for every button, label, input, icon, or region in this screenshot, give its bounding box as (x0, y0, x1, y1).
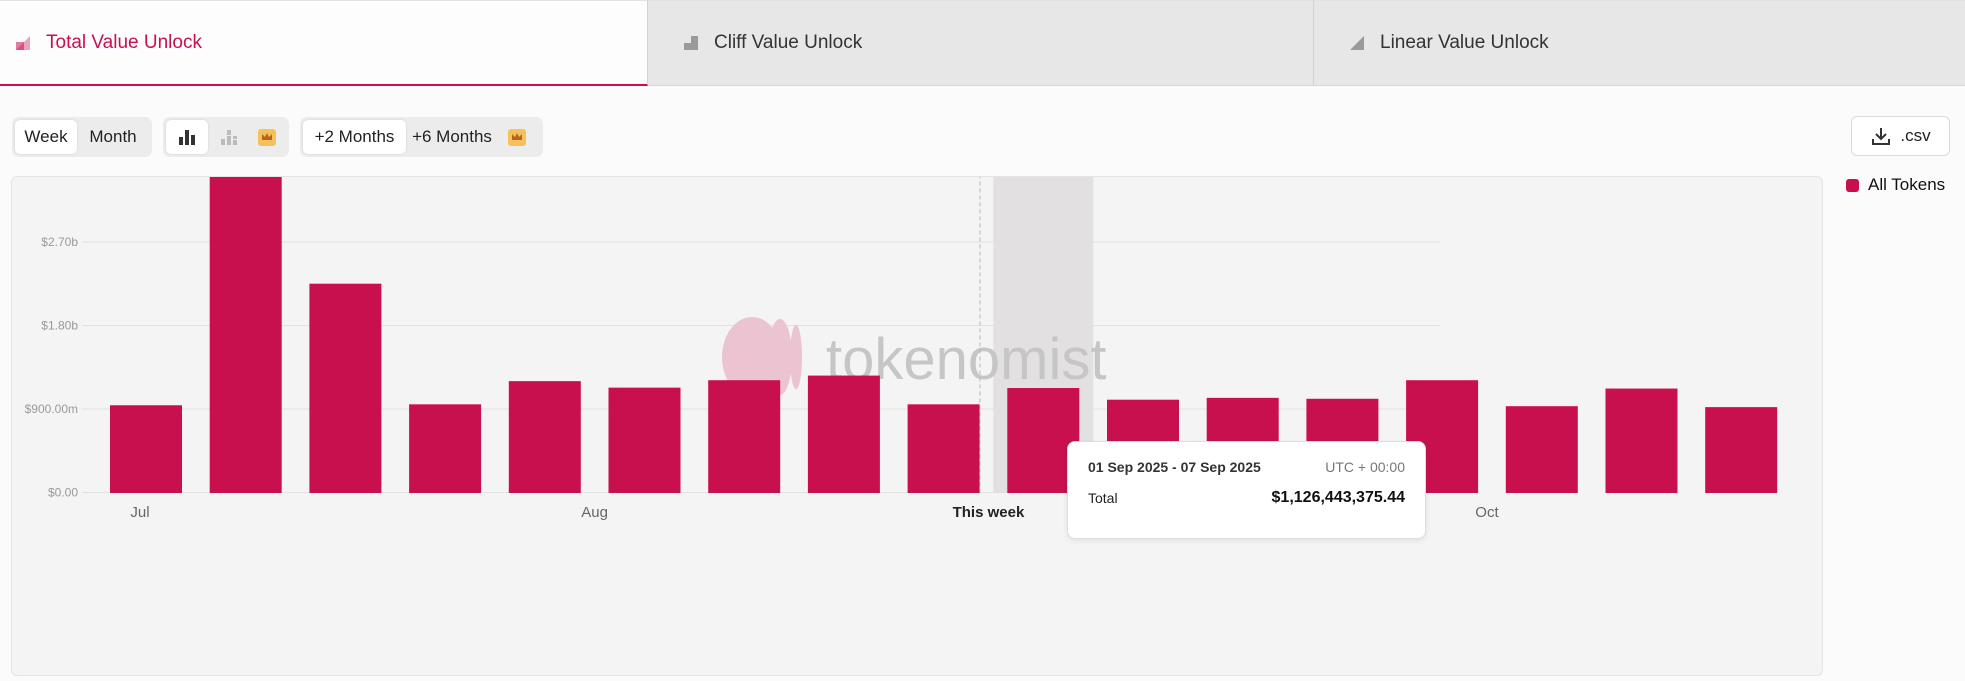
y-tick-label: $2.70b (41, 235, 78, 249)
tab-label: Total Value Unlock (46, 31, 202, 53)
bar-chart-icon (179, 130, 195, 145)
x-tick-label: Jul (130, 504, 149, 521)
unlock-chart: tokenomist $0.00$900.00m$1.80b$2.70b$3.6… (11, 176, 1823, 676)
y-tick-label: $0.00 (48, 486, 78, 500)
plus-6-months-button[interactable]: +6 Months (412, 127, 492, 146)
linear-unlock-icon (1348, 34, 1366, 52)
bar[interactable] (110, 405, 182, 493)
tooltip-date-range: 01 Sep 2025 - 07 Sep 2025 (1088, 459, 1261, 475)
bar[interactable] (708, 380, 781, 493)
bar-chart-button[interactable] (166, 120, 208, 154)
tooltip-value: $1,126,443,375.44 (1271, 489, 1405, 506)
x-tick-label: Oct (1475, 504, 1499, 521)
csv-label: .csv (1900, 126, 1931, 145)
legend-label: All Tokens (1868, 175, 1946, 194)
x-tick-label: This week (953, 504, 1025, 521)
bar[interactable] (807, 375, 880, 493)
tab-bar: Total Value Unlock Cliff Value Unlock Li… (0, 0, 1965, 86)
stacked-chart-icon (221, 130, 237, 145)
y-tick-label: $1.80b (41, 318, 78, 332)
tab-cliff-value-unlock[interactable]: Cliff Value Unlock (648, 0, 1314, 86)
y-tick-label: $900.00m (25, 402, 78, 416)
crown-icon (508, 128, 526, 146)
bar[interactable] (907, 404, 980, 493)
bar[interactable] (608, 387, 681, 493)
week-button[interactable]: Week (15, 120, 77, 154)
granularity-toggle: Week Month (12, 117, 152, 157)
bar[interactable] (1505, 406, 1578, 493)
total-unlock-icon (14, 34, 32, 52)
bar[interactable] (309, 283, 382, 493)
chart-canvas: tokenomist $0.00$900.00m$1.80b$2.70b$3.6… (25, 177, 1778, 521)
bar[interactable] (209, 177, 282, 493)
tab-label: Cliff Value Unlock (714, 32, 863, 53)
tab-total-value-unlock[interactable]: Total Value Unlock (0, 0, 648, 86)
range-toggle: +2 Months +6 Months (300, 117, 543, 157)
crown-icon (258, 128, 276, 146)
plus-2-months-button[interactable]: +2 Months (303, 120, 406, 154)
legend-swatch (1846, 178, 1859, 192)
x-tick-label: Aug (581, 504, 608, 521)
bar[interactable] (1605, 388, 1678, 493)
chart-style-toggle (163, 117, 289, 157)
bar[interactable] (1705, 407, 1778, 493)
bar[interactable] (508, 381, 581, 493)
tab-linear-value-unlock[interactable]: Linear Value Unlock (1314, 0, 1965, 86)
bar[interactable] (409, 404, 482, 493)
chart-tooltip: 01 Sep 2025 - 07 Sep 2025 UTC + 00:00 To… (1067, 441, 1426, 539)
month-button[interactable]: Month (89, 127, 137, 146)
cliff-unlock-icon (682, 34, 700, 52)
premium-badge (498, 120, 536, 154)
download-icon (1872, 128, 1891, 145)
tab-label: Linear Value Unlock (1380, 32, 1549, 53)
stacked-chart-button[interactable] (208, 120, 250, 154)
premium-badge (250, 120, 284, 154)
tooltip-timezone: UTC + 00:00 (1325, 459, 1405, 475)
download-csv-button[interactable]: .csv (1851, 116, 1950, 156)
chart-legend[interactable]: All Tokens (1846, 175, 1945, 195)
tooltip-label: Total (1088, 490, 1118, 506)
